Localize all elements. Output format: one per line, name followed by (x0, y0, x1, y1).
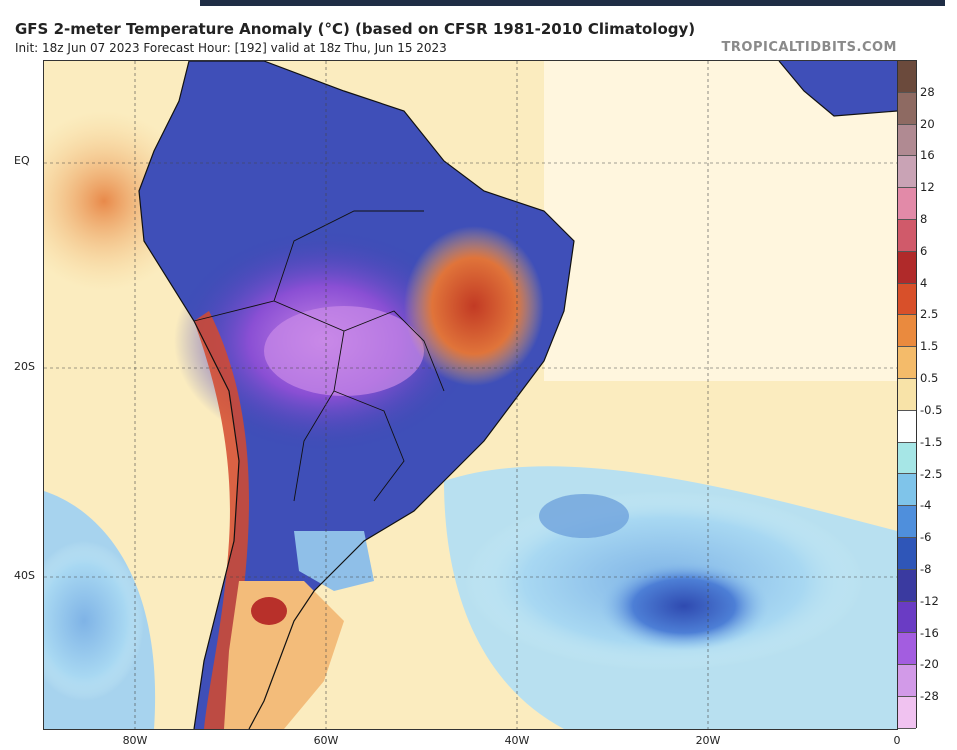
colorbar-tick-label: 12 (920, 180, 935, 195)
graticule (44, 61, 897, 729)
colorbar-segment (898, 442, 916, 475)
colorbar-segment (898, 219, 916, 252)
colorbar-segment (898, 506, 916, 538)
colorbar-segment (898, 633, 916, 666)
colorbar (897, 60, 917, 729)
colorbar-segment (898, 156, 916, 189)
patagonia-hot-spot (251, 597, 287, 625)
africa-cold-patch (779, 61, 897, 116)
colorbar-labels: 28 20 16 12 8 6 4 2.5 1.5 0.5 -0.5 -1.5 -2.5 -4 -6 -8 -1… (920, 60, 957, 728)
colorbar-tick-label: -28 (920, 689, 939, 704)
colorbar-tick-label: 8 (920, 212, 928, 227)
southern-cone-cool (294, 531, 374, 591)
brand-watermark: TROPICALTIDBITS.COM (721, 40, 897, 55)
colorbar-tick-label: -16 (920, 625, 939, 640)
lon-label-60w: 60W (313, 734, 339, 747)
colorbar-segment (898, 61, 916, 93)
colorbar-tick-label: 1.5 (920, 339, 939, 354)
colorbar-segment (898, 665, 916, 697)
atlantic-cold-spot (539, 494, 629, 538)
colorbar-tick-label: -20 (920, 657, 939, 672)
colorbar-segment (898, 124, 916, 157)
colorbar-tick-label: 0.5 (920, 371, 939, 386)
colorbar-segment (898, 283, 916, 316)
colorbar-tick-label: -1.5 (920, 434, 943, 449)
top-bar (200, 0, 945, 6)
lat-label-20s: 20S (14, 360, 35, 373)
chart-title: GFS 2-meter Temperature Anomaly (°C) (ba… (15, 20, 696, 38)
colorbar-tick-label: 16 (920, 148, 935, 163)
colorbar-tick-label: 20 (920, 116, 935, 131)
atlantic-cold-core (599, 561, 769, 651)
colorbar-tick-label: 4 (920, 275, 928, 290)
colorbar-tick-label: -2.5 (920, 466, 943, 481)
colorbar-segment (898, 601, 916, 634)
map-svg (44, 61, 897, 729)
colorbar-tick-label: -8 (920, 561, 932, 576)
coastline-africa (778, 61, 897, 117)
coastline-west (138, 61, 240, 729)
pacific-cool-core (44, 541, 144, 701)
anomaly-map (43, 60, 898, 730)
colorbar-tick-label: -0.5 (920, 402, 943, 417)
east-brazil-warm-anomaly (404, 226, 544, 386)
colorbar-segment (898, 251, 916, 284)
lat-label-eq: EQ (14, 154, 30, 167)
lat-label-40s: 40S (14, 569, 35, 582)
colorbar-segment (898, 696, 916, 729)
coastline-east (189, 61, 575, 729)
colorbar-tick-label: 6 (920, 243, 928, 258)
colorbar-segment (898, 92, 916, 125)
colorbar-segment (898, 315, 916, 348)
colorbar-segment (898, 474, 916, 507)
colorbar-segment (898, 188, 916, 220)
country-borders (193, 210, 445, 502)
colorbar-tick-label: -6 (920, 530, 932, 545)
lon-label-40w: 40W (504, 734, 530, 747)
lon-label-80w: 80W (122, 734, 148, 747)
colorbar-segment (898, 378, 916, 411)
lon-label-0: 0 (893, 734, 901, 747)
colorbar-tick-label: -4 (920, 498, 932, 513)
colorbar-segment (898, 537, 916, 570)
colorbar-segment (898, 410, 916, 443)
colorbar-segment (898, 347, 916, 379)
lon-label-20w: 20W (695, 734, 721, 747)
colorbar-tick-label: 2.5 (920, 307, 939, 322)
chart-subtitle: Init: 18z Jun 07 2023 Forecast Hour: [19… (15, 41, 447, 55)
colorbar-tick-label: 28 (920, 84, 935, 99)
interior-extreme-cold (264, 306, 424, 396)
colorbar-tick-label: -12 (920, 593, 939, 608)
colorbar-segment (898, 569, 916, 602)
